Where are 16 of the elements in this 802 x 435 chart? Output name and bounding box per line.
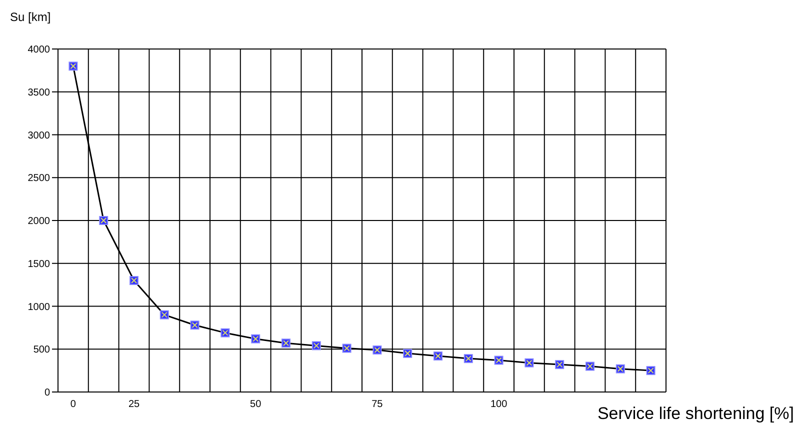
- x-tick-label: 100: [490, 399, 508, 410]
- y-tick-label: 3000: [28, 130, 50, 142]
- x-axis-title: Service life shortening [%]: [597, 404, 794, 424]
- y-tick-label: 500: [33, 344, 50, 356]
- y-tick-label: 2500: [28, 173, 50, 184]
- y-tick-label: 4000: [28, 44, 50, 56]
- y-tick-label: 0: [44, 388, 50, 399]
- x-tick-label: 50: [250, 399, 262, 410]
- x-tick-label: 0: [70, 399, 76, 410]
- y-axis-title: Su [km]: [10, 10, 51, 24]
- y-tick-label: 3500: [28, 87, 50, 98]
- y-tick-label: 1000: [28, 302, 50, 313]
- y-tick-label: 1500: [28, 258, 50, 270]
- y-tick-label: 2000: [28, 216, 50, 228]
- x-tick-label: 25: [128, 399, 140, 410]
- x-tick-label: 75: [372, 399, 384, 410]
